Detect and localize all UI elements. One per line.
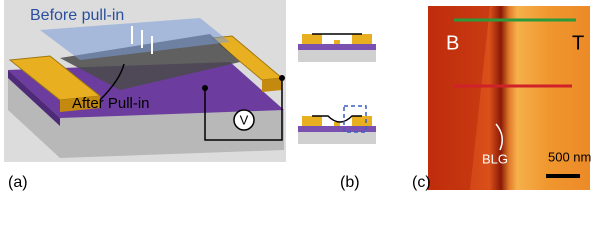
- panel-label: (c): [412, 174, 431, 191]
- electrode: [302, 34, 322, 44]
- highlight-box: [343, 105, 367, 133]
- panel-label: (b): [340, 174, 360, 191]
- flake-label: BLG: [482, 151, 508, 166]
- panel-c: B T BLG 500 nm (c): [412, 6, 591, 191]
- oxide-layer: [298, 44, 376, 50]
- electrode-left-side: [60, 96, 100, 112]
- terminal: [279, 75, 285, 81]
- pointer: [495, 123, 503, 151]
- substrate: [298, 132, 376, 144]
- figure: V Before pull-in After Pull-in (a) (b) B…: [4, 0, 591, 191]
- scale-label: 500 nm: [548, 149, 591, 164]
- oxide-edge: [8, 70, 60, 126]
- after-label: After Pull-in: [72, 95, 150, 112]
- electrode-label: T: [572, 32, 584, 54]
- membrane-after: [60, 34, 240, 90]
- electrode: [352, 116, 372, 126]
- gate: [334, 40, 340, 44]
- electrode-right-side: [262, 78, 282, 92]
- voltage-symbol: V: [240, 112, 249, 127]
- panel-a: V Before pull-in After Pull-in (a): [4, 0, 286, 191]
- terminal: [202, 85, 208, 91]
- electrode: [352, 34, 372, 44]
- before-label: Before pull-in: [30, 7, 124, 24]
- circuit-wire: [204, 78, 283, 141]
- panel-label: (a): [8, 174, 28, 191]
- substrate: [298, 50, 376, 62]
- membrane: [312, 115, 362, 123]
- electrode: [302, 116, 322, 126]
- voltage-source: [233, 109, 255, 131]
- pointer: [99, 63, 125, 101]
- flake-region: [428, 6, 490, 190]
- panel-b: (b): [298, 33, 376, 191]
- membrane-before: [40, 18, 230, 60]
- gate: [334, 122, 340, 126]
- electrode-label: B: [446, 32, 459, 54]
- oxide-layer: [298, 126, 376, 132]
